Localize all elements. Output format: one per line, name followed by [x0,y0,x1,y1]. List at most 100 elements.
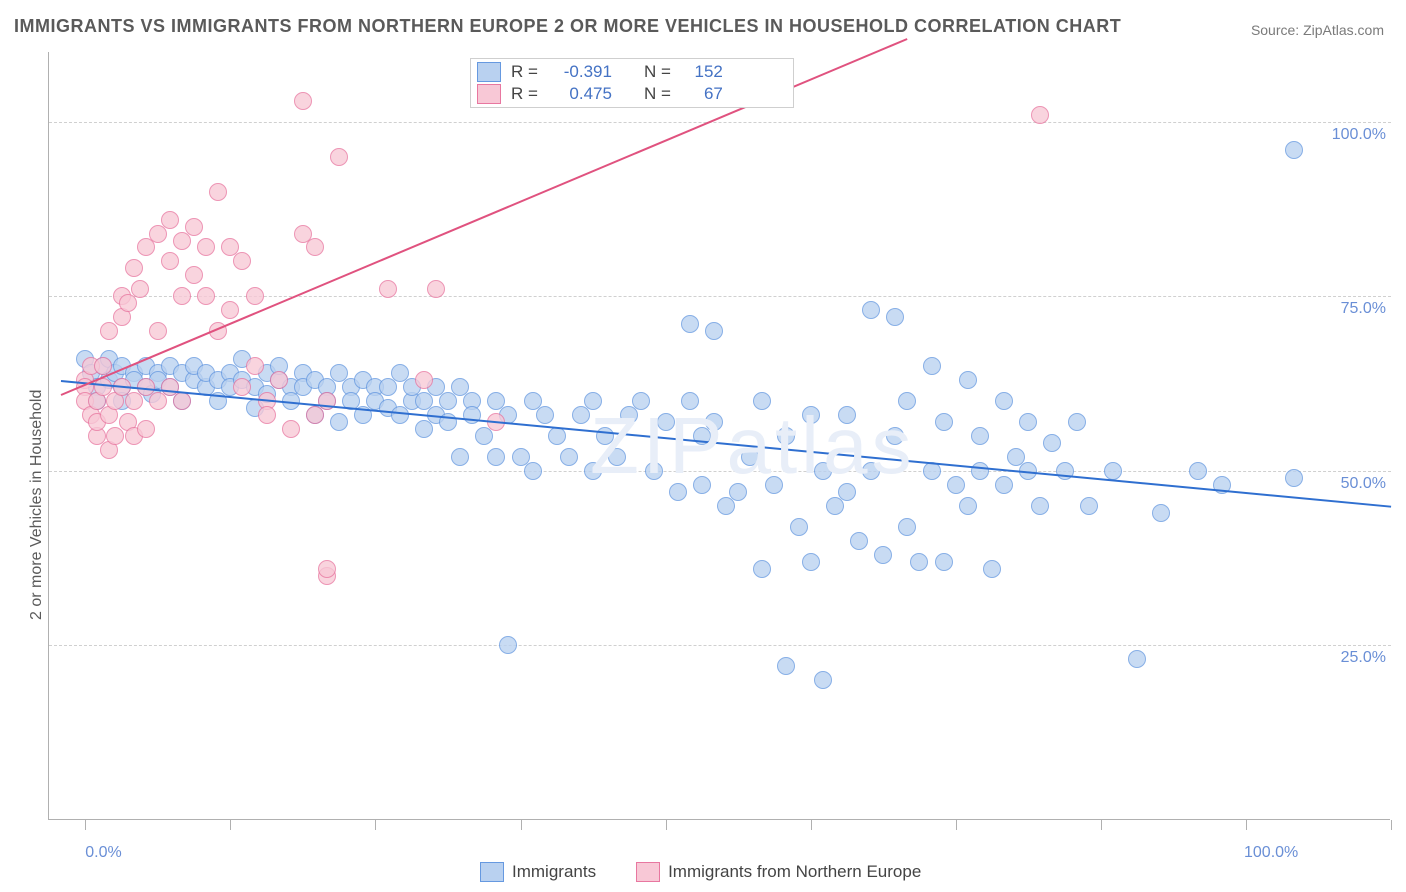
bottom-legend: ImmigrantsImmigrants from Northern Europ… [480,862,921,882]
scatter-point [802,553,820,571]
x-tick-mark [956,820,957,830]
scatter-point [983,560,1001,578]
scatter-point [306,406,324,424]
scatter-point [197,238,215,256]
scatter-point [681,392,699,410]
scatter-point [209,183,227,201]
scatter-point [995,476,1013,494]
scatter-point [898,518,916,536]
legend-item: Immigrants [480,862,596,882]
scatter-point [330,413,348,431]
x-tick-mark [1246,820,1247,830]
scatter-point [705,322,723,340]
x-tick-mark [1391,820,1392,830]
scatter-point [608,448,626,466]
scatter-point [910,553,928,571]
y-axis-label: 2 or more Vehicles in Household [28,390,46,620]
scatter-point [584,462,602,480]
scatter-point [669,483,687,501]
y-tick-label: 75.0% [1316,300,1386,318]
scatter-point [584,392,602,410]
scatter-point [318,560,336,578]
scatter-point [1031,497,1049,515]
stat-value-r: -0.391 [548,61,612,83]
stat-label-r: R = [511,83,538,105]
x-tick-label: 0.0% [85,844,121,862]
scatter-point [173,287,191,305]
gridline-h [49,122,1391,123]
scatter-point [560,448,578,466]
scatter-point [185,218,203,236]
scatter-point [306,238,324,256]
stat-value-n: 152 [681,61,723,83]
stat-value-r: 0.475 [548,83,612,105]
scatter-point [1285,469,1303,487]
scatter-point [959,371,977,389]
scatter-point [632,392,650,410]
stat-label-n: N = [644,61,671,83]
scatter-point [524,462,542,480]
x-tick-mark [1101,820,1102,830]
scatter-point [777,657,795,675]
scatter-point [947,476,965,494]
scatter-point [645,462,663,480]
legend-swatch [636,862,660,882]
stats-row: R = -0.391 N = 152 [477,61,787,83]
scatter-point [1285,141,1303,159]
scatter-point [753,392,771,410]
scatter-point [935,553,953,571]
scatter-point [487,448,505,466]
scatter-point [548,427,566,445]
stats-row: R =0.475N =67 [477,83,787,105]
scatter-point [838,406,856,424]
scatter-point [1104,462,1122,480]
scatter-point [777,427,795,445]
scatter-point [741,448,759,466]
scatter-point [233,252,251,270]
scatter-point [729,483,747,501]
scatter-point [814,462,832,480]
x-tick-mark [230,820,231,830]
scatter-point [451,448,469,466]
scatter-point [1189,462,1207,480]
scatter-point [862,462,880,480]
scatter-point [874,546,892,564]
scatter-point [379,280,397,298]
scatter-point [125,259,143,277]
scatter-point [971,427,989,445]
scatter-point [935,413,953,431]
scatter-point [258,406,276,424]
scatter-point [137,420,155,438]
scatter-point [439,392,457,410]
legend-swatch [477,62,501,82]
y-tick-label: 100.0% [1316,126,1386,144]
scatter-point [923,357,941,375]
scatter-point [161,211,179,229]
scatter-point [246,357,264,375]
scatter-point [596,427,614,445]
scatter-point [1128,650,1146,668]
scatter-point [499,636,517,654]
scatter-point [270,371,288,389]
scatter-point [415,371,433,389]
scatter-point [391,406,409,424]
scatter-point [197,287,215,305]
x-tick-mark [375,820,376,830]
scatter-point [886,308,904,326]
scatter-point [765,476,783,494]
scatter-point [161,252,179,270]
stat-label-r: R = [511,61,538,83]
scatter-point [572,406,590,424]
scatter-point [125,392,143,410]
scatter-point [802,406,820,424]
chart-title: IMMIGRANTS VS IMMIGRANTS FROM NORTHERN E… [14,16,1121,37]
scatter-point [705,413,723,431]
scatter-point [886,427,904,445]
scatter-point [995,392,1013,410]
scatter-point [106,427,124,445]
x-tick-mark [811,820,812,830]
scatter-point [1152,504,1170,522]
trend-line [61,380,1391,508]
scatter-point [850,532,868,550]
scatter-point [246,287,264,305]
